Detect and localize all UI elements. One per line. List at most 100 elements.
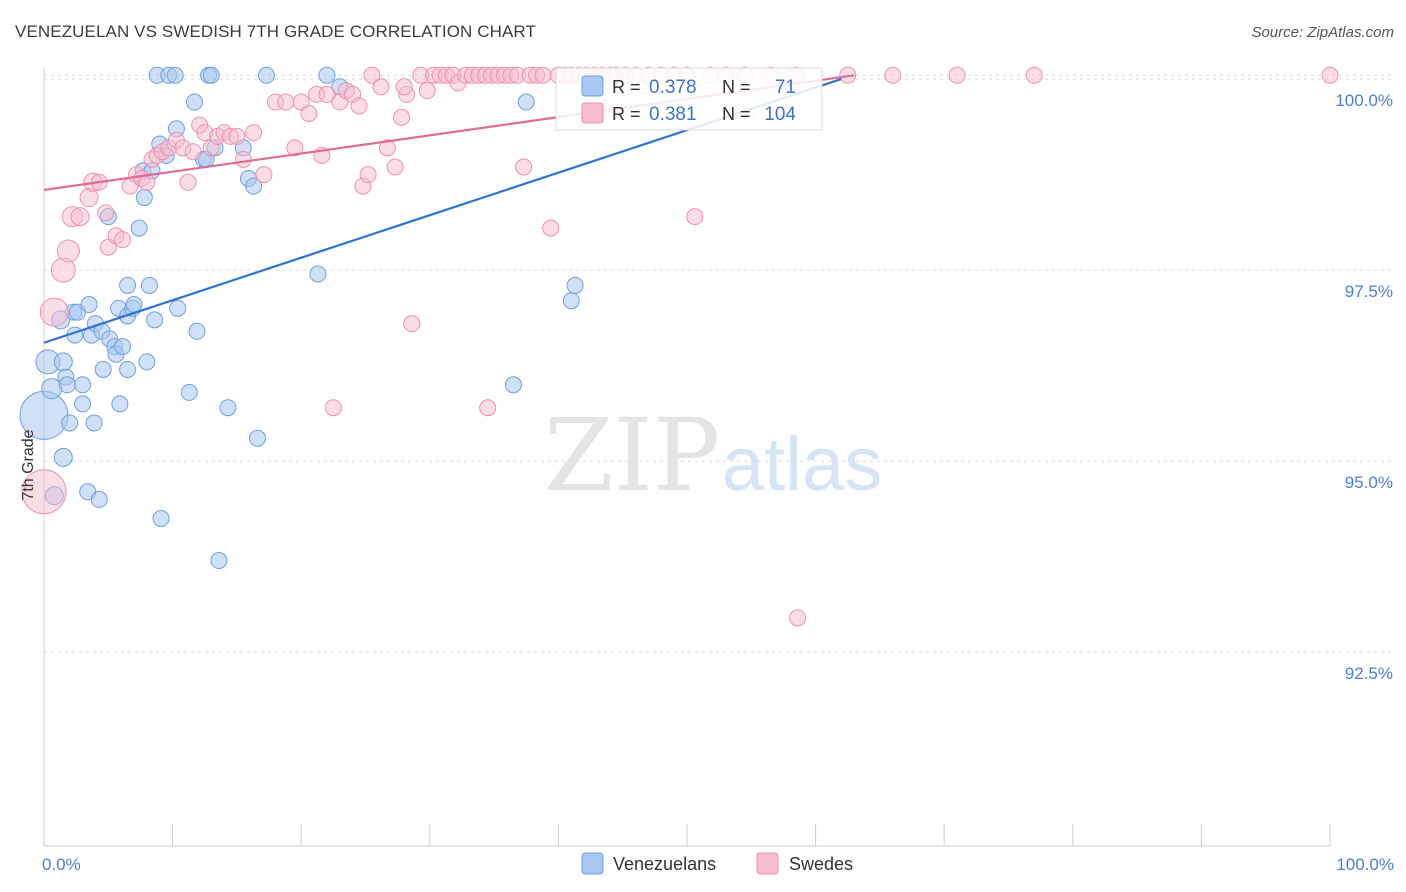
venezuelans-point: [318, 66, 336, 84]
venezuelans-point: [566, 276, 584, 294]
axes-layer: 0.0% 100.0%: [42, 68, 1394, 874]
venezuelans-point: [53, 352, 73, 372]
stats-n-label-1: N =: [722, 77, 751, 97]
venezuelans-point: [146, 311, 164, 329]
swedes-point: [515, 158, 533, 176]
y-tick-label: 95.0%: [1345, 473, 1393, 492]
watermark-zip: ZIP: [544, 397, 720, 514]
venezuelans-point: [58, 376, 76, 394]
venezuelans-point: [135, 189, 153, 207]
venezuelans-points: [19, 66, 625, 570]
swedes-point: [363, 66, 381, 84]
swedes-point: [479, 399, 497, 417]
swedes-points: [21, 66, 1339, 627]
chart-title: VENEZUELAN VS SWEDISH 7TH GRADE CORRELAT…: [15, 22, 536, 41]
x-tick-label: 0.0%: [42, 855, 81, 874]
swedes-point: [395, 78, 413, 96]
stats-r-label-2: R =: [612, 104, 641, 124]
stats-legend: R = 0.378 N = 71 R = 0.381 N = 104: [555, 67, 823, 131]
venezuelans-point: [185, 93, 203, 111]
swedes-point: [359, 166, 377, 184]
venezuelans-point: [90, 490, 108, 508]
stats-n-label-2: N =: [722, 104, 751, 124]
swedes-point: [39, 297, 69, 327]
stats-n-value-swedes: 104: [764, 104, 796, 125]
legend-swatch-venezuelans: [581, 852, 604, 875]
swedes-point: [228, 127, 246, 145]
legend-swatch-swedes: [756, 852, 779, 875]
venezuelans-point: [140, 276, 158, 294]
stats-swatch-venezuelans: [581, 75, 604, 97]
venezuelans-point: [188, 322, 206, 340]
stats-r-label-1: R =: [612, 77, 641, 97]
y-tick-label: 97.5%: [1345, 282, 1393, 301]
venezuelans-point: [562, 292, 580, 310]
swedes-point: [534, 66, 552, 84]
venezuelans-point: [257, 66, 275, 84]
venezuelans-point: [245, 177, 263, 195]
venezuelans-point: [248, 429, 266, 447]
venezuelans-point: [138, 353, 156, 371]
venezuelans-point: [113, 338, 131, 356]
venezuelans-point: [130, 219, 148, 237]
venezuelans-point: [119, 360, 137, 378]
venezuelans-point: [94, 360, 112, 378]
stats-r-value-venezuelans: 0.378: [649, 77, 697, 98]
swedes-point: [948, 66, 966, 84]
swedes-point: [393, 108, 411, 126]
stats-swatch-swedes: [581, 102, 604, 124]
venezuelans-point: [202, 66, 220, 84]
legend-label-venezuelans: Venezuelans: [613, 854, 716, 874]
swedes-point: [318, 85, 336, 103]
venezuelans-point: [80, 296, 98, 314]
swedes-point: [97, 204, 115, 222]
y-tick-label: 92.5%: [1345, 664, 1393, 683]
swedes-point: [403, 315, 421, 333]
venezuelans-point: [74, 376, 92, 394]
venezuelans-point: [61, 414, 79, 432]
venezuelans-point: [180, 383, 198, 401]
swedes-point: [234, 150, 252, 168]
stats-r-value-swedes: 0.381: [649, 104, 697, 125]
swedes-point: [255, 166, 273, 184]
swedes-point: [56, 239, 80, 263]
swedes-point: [277, 93, 295, 111]
venezuelans-point: [517, 93, 535, 111]
stats-n-value-venezuelans: 71: [775, 77, 796, 98]
swedes-point: [386, 158, 404, 176]
swedes-point: [1321, 66, 1339, 84]
venezuelans-point: [210, 552, 228, 570]
swedes-point: [789, 609, 807, 627]
venezuelans-point: [152, 510, 170, 528]
venezuelans-point: [504, 376, 522, 394]
swedes-point: [184, 143, 202, 161]
swedes-point: [179, 173, 197, 191]
series-legend: Venezuelans Swedes: [581, 852, 853, 875]
source-label: Source: ZipAtlas.com: [1251, 24, 1394, 41]
swedes-point: [21, 469, 67, 515]
watermark: ZIP atlas: [544, 397, 882, 514]
venezuelans-point: [74, 395, 92, 413]
y-axis-label: 7th Grade: [20, 429, 37, 500]
swedes-point: [113, 231, 131, 249]
venezuelans-point: [53, 447, 73, 467]
swedes-point: [286, 139, 304, 157]
swedes-point: [300, 104, 318, 122]
venezuelans-point: [169, 299, 187, 317]
legend-label-swedes: Swedes: [789, 854, 853, 874]
venezuelans-point: [119, 276, 137, 294]
venezuelans-point: [166, 66, 184, 84]
swedes-point: [884, 66, 902, 84]
y-tick-label: 100.0%: [1335, 91, 1393, 110]
swedes-point: [542, 219, 560, 237]
swedes-point: [378, 139, 396, 157]
swedes-point: [686, 208, 704, 226]
x-tick-label: 100.0%: [1336, 855, 1394, 874]
watermark-atlas: atlas: [722, 422, 883, 507]
swedes-point: [1025, 66, 1043, 84]
swedes-point: [372, 78, 390, 96]
swedes-point: [324, 399, 342, 417]
venezuelans-point: [85, 414, 103, 432]
swedes-point: [70, 207, 90, 227]
